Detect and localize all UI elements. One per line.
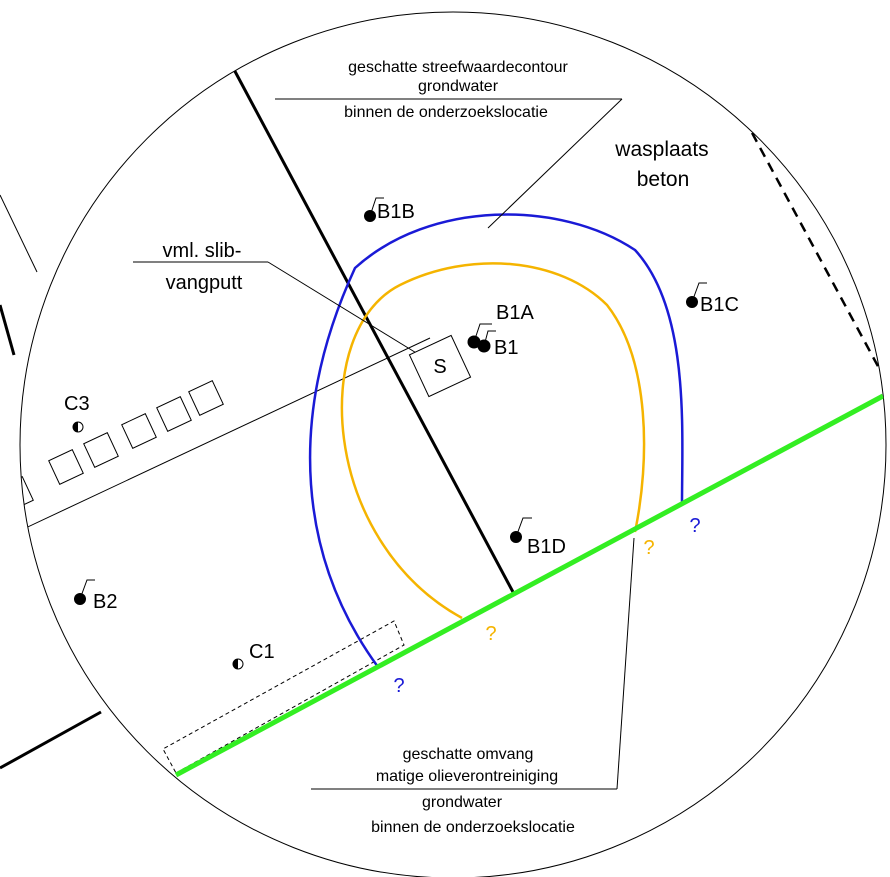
wall-line: [20, 337, 431, 541]
borehole-label-B1B: B1B: [377, 201, 415, 223]
oil-extent-line2: matige olieverontreiniging: [376, 768, 558, 785]
dashed-boundary: [742, 117, 882, 371]
blue-uncertainty-left: ?: [393, 675, 404, 697]
green-boundary: [174, 393, 885, 778]
wash-area-line2: beton: [637, 168, 690, 191]
borehole-C3: C3: [64, 393, 90, 433]
outside-line-upper: [0, 194, 38, 273]
oil-extent-line4: binnen de onderzoekslocatie: [371, 819, 575, 836]
blue-uncertainty-right: ?: [689, 515, 700, 537]
borehole-B1D: B1D: [510, 517, 566, 558]
wash-area-line1: wasplaats: [614, 138, 708, 161]
sludge-leader: [267, 261, 419, 355]
sludge-trap-symbol: S: [433, 356, 446, 378]
orange-uncertainty-left: ?: [485, 623, 496, 645]
sludge-trap-box: [408, 334, 472, 398]
sludge-trap-line1: vml. slib-: [163, 240, 242, 262]
borehole-label-C3: C3: [64, 393, 90, 415]
top-annotation-leader: [487, 98, 623, 229]
detail-circle: [19, 11, 887, 877]
borehole-B2: B2: [74, 579, 117, 613]
borehole-B1A: B1A: [467, 302, 534, 349]
borehole-label-B1: B1: [494, 337, 518, 359]
borehole-C1: C1: [232, 641, 275, 670]
borehole-label-B1C: B1C: [700, 294, 739, 316]
borehole-label-B1D: B1D: [527, 536, 566, 558]
dashed-strip: [162, 620, 405, 774]
borehole-B1C: B1C: [686, 282, 739, 316]
oil-extent-line1: geschatte omvang: [403, 746, 534, 763]
groundwater-contour-line1: geschatte streefwaardecontour: [348, 59, 568, 76]
oil-extent-line3: grondwater: [422, 794, 503, 811]
outside-line-left: [0, 304, 16, 356]
thick-boundary-line: [228, 61, 515, 593]
orange-contour: [340, 262, 646, 620]
sludge-trap-line2: vangputt: [166, 272, 243, 294]
borehole-label-C1: C1: [249, 641, 275, 663]
borehole-label-B1A: B1A: [496, 302, 534, 324]
borehole-B1: B1: [477, 330, 518, 359]
borehole-B1B: B1B: [364, 197, 415, 223]
bottom-annotation-leader: [616, 537, 635, 790]
outside-line-lower: [0, 710, 102, 770]
groundwater-contour-line2: grondwater: [418, 78, 499, 95]
borehole-label-B2: B2: [93, 591, 117, 613]
groundwater-contour-line3: binnen de onderzoekslocatie: [344, 104, 548, 121]
blue-contour: [308, 213, 684, 668]
foundation-squares: [20, 380, 224, 512]
orange-uncertainty-right: ?: [643, 537, 654, 559]
